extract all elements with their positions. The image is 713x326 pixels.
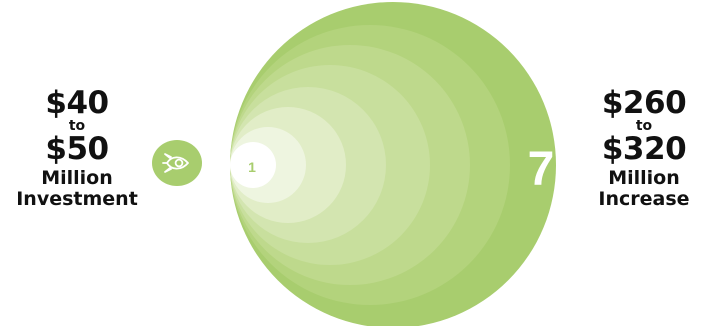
rocket-badge <box>152 140 202 186</box>
investment-label: Investment <box>16 188 138 210</box>
rocket-icon <box>162 153 189 173</box>
investment-to: $50 <box>45 131 109 167</box>
increase-connector: to <box>635 118 653 134</box>
increase-unit: Million <box>608 167 680 189</box>
ripple-inner-label: 1 <box>248 159 256 175</box>
investment-connector: to <box>68 118 86 134</box>
ripple-ring-8 <box>230 142 276 188</box>
ripple-rings <box>230 2 556 326</box>
investment-stat: $40 to $50 Million Investment <box>6 88 148 209</box>
investment-from: $40 <box>45 85 109 121</box>
increase-to: $320 <box>601 131 687 167</box>
investment-unit: Million <box>41 167 113 189</box>
ripple-outer-label: 7 <box>528 143 555 196</box>
increase-stat: $260 to $320 Million Increase <box>578 88 710 209</box>
increase-label: Increase <box>598 188 690 210</box>
increase-from: $260 <box>601 85 687 121</box>
